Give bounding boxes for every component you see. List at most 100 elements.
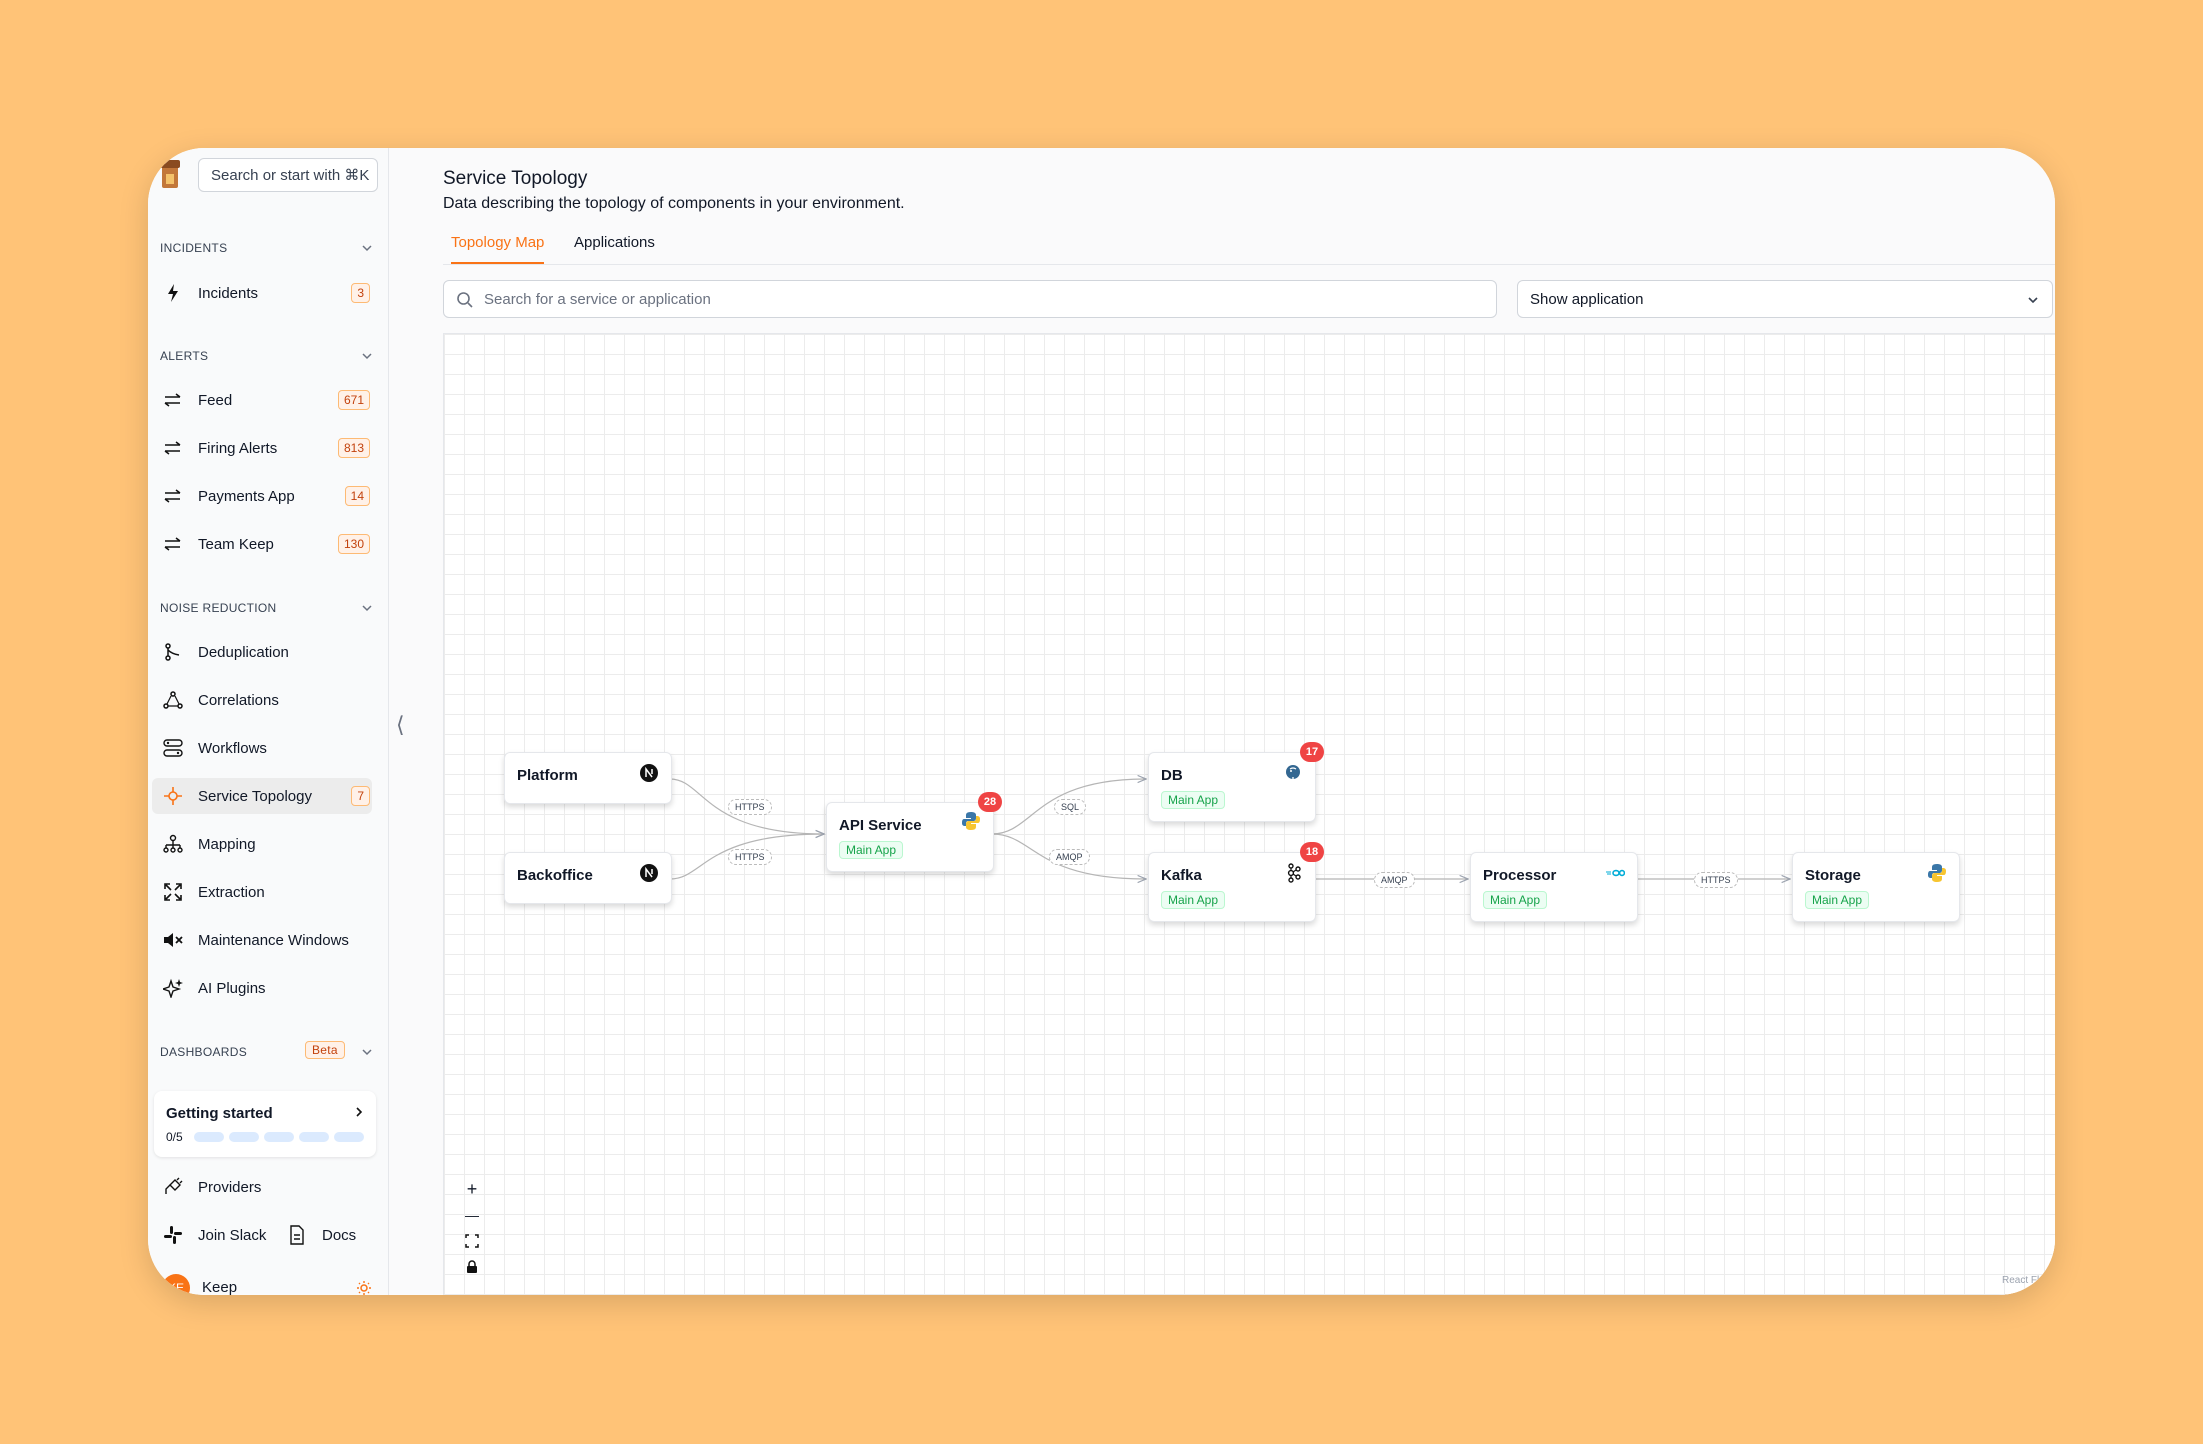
user-avatar[interactable]: KE bbox=[162, 1274, 190, 1295]
alert-count-badge[interactable]: 17 bbox=[1300, 742, 1324, 762]
arrows-exchange-icon bbox=[162, 485, 184, 507]
sidebar-item-label: Service Topology bbox=[198, 787, 312, 805]
edge-api-kafka bbox=[991, 833, 1146, 879]
node-api-service[interactable]: API Service Main App bbox=[826, 802, 994, 872]
sidebar-item-providers[interactable]: Providers bbox=[152, 1169, 372, 1205]
sidebar-item-label: Payments App bbox=[198, 487, 295, 505]
chevron-down-icon bbox=[2028, 297, 2038, 304]
alert-count-badge[interactable]: 18 bbox=[1300, 842, 1324, 862]
node-name: Kafka bbox=[1161, 867, 1202, 884]
tab-topology-map[interactable]: Topology Map bbox=[451, 232, 545, 264]
lock-button[interactable] bbox=[458, 1254, 486, 1280]
application-select[interactable]: Show application bbox=[1517, 280, 2053, 318]
fit-view-icon bbox=[465, 1234, 479, 1248]
sidebar-item-incidents[interactable]: Incidents 3 bbox=[152, 275, 372, 311]
sidebar-item-label: Correlations bbox=[198, 691, 279, 709]
node-kafka[interactable]: Kafka Main App bbox=[1148, 852, 1316, 922]
arrows-exchange-icon bbox=[162, 437, 184, 459]
page-title: Service Topology bbox=[443, 168, 588, 189]
count-badge: 130 bbox=[337, 534, 370, 554]
edge-label[interactable]: HTTPS bbox=[728, 849, 772, 865]
alert-count-badge[interactable]: 28 bbox=[978, 792, 1002, 812]
node-backoffice[interactable]: Backoffice bbox=[504, 852, 672, 904]
arrows-exchange-icon bbox=[162, 533, 184, 555]
progress-segment bbox=[194, 1132, 224, 1142]
sidebar-item-workflows[interactable]: Workflows bbox=[152, 730, 372, 766]
sidebar-item-label: Mapping bbox=[198, 835, 256, 853]
topology-canvas[interactable]: HTTPS HTTPS SQL AMQP AMQP HTTPS Platform… bbox=[443, 333, 2055, 1295]
expand-icon bbox=[162, 881, 184, 903]
sidebar-item-label: Feed bbox=[198, 391, 233, 409]
sun-icon[interactable] bbox=[356, 1280, 372, 1295]
section-dashboards[interactable]: DASHBOARDS Beta bbox=[160, 1041, 380, 1062]
count-badge: 14 bbox=[344, 486, 370, 506]
chevron-down-icon bbox=[362, 353, 372, 360]
docs-link[interactable]: Docs bbox=[282, 1217, 382, 1253]
plug-icon bbox=[162, 1176, 184, 1198]
sidebar-item-label: Firing Alerts bbox=[198, 439, 278, 457]
sidebar-item-label: AI Plugins bbox=[198, 979, 266, 997]
edge-label[interactable]: SQL bbox=[1054, 799, 1087, 815]
join-slack-link[interactable]: Join Slack bbox=[152, 1217, 282, 1253]
edge-label[interactable]: HTTPS bbox=[1694, 872, 1738, 888]
chevron-down-icon bbox=[362, 1049, 372, 1056]
page-subtitle: Data describing the topology of componen… bbox=[443, 195, 905, 212]
sidebar-item-payments-app[interactable]: Payments App 14 bbox=[152, 478, 372, 514]
node-platform[interactable]: Platform bbox=[504, 752, 672, 804]
edge-label[interactable]: AMQP bbox=[1374, 872, 1415, 888]
sidebar-item-label: Workflows bbox=[198, 739, 267, 757]
workflow-icon bbox=[162, 737, 184, 759]
node-storage[interactable]: Storage Main App bbox=[1792, 852, 1960, 922]
service-search-input[interactable]: Search for a service or application bbox=[443, 280, 1497, 318]
sidebar-item-deduplication[interactable]: Deduplication bbox=[152, 634, 372, 670]
edge-platform-api bbox=[669, 778, 824, 834]
edge-api-db bbox=[991, 779, 1146, 835]
sidebar-item-service-topology[interactable]: Service Topology 7 bbox=[152, 778, 372, 814]
node-processor[interactable]: Processor Main App bbox=[1470, 852, 1638, 922]
sidebar-item-correlations[interactable]: Correlations bbox=[152, 682, 372, 718]
keep-logo[interactable] bbox=[158, 158, 182, 192]
count-badge: 813 bbox=[337, 438, 370, 458]
section-noise-reduction[interactable]: NOISE REDUCTION bbox=[160, 598, 380, 618]
getting-started-card[interactable]: Getting started 0/5 bbox=[154, 1091, 376, 1157]
sidebar-item-firing-alerts[interactable]: Firing Alerts 813 bbox=[152, 430, 372, 466]
global-search-input[interactable]: Search or start with ⌘K bbox=[198, 158, 378, 192]
count-badge: 671 bbox=[337, 390, 370, 410]
fit-view-button[interactable] bbox=[458, 1228, 486, 1254]
section-alerts[interactable]: ALERTS bbox=[160, 346, 380, 366]
section-label: DASHBOARDS bbox=[160, 1045, 248, 1059]
search-placeholder: Search for a service or application bbox=[484, 291, 711, 308]
collapse-sidebar-icon[interactable]: ⟨ bbox=[396, 712, 405, 737]
node-db[interactable]: DB Main App bbox=[1148, 752, 1316, 822]
node-name: DB bbox=[1161, 767, 1183, 784]
count-badge: 3 bbox=[351, 283, 370, 303]
sidebar-item-ai-plugins[interactable]: AI Plugins bbox=[152, 970, 372, 1006]
getting-started-progress-text: 0/5 bbox=[166, 1130, 183, 1144]
react-flow-attribution[interactable]: React Flow bbox=[2001, 1275, 2052, 1286]
sidebar-item-mapping[interactable]: Mapping bbox=[152, 826, 372, 862]
sidebar-item-maintenance-windows[interactable]: Maintenance Windows bbox=[152, 922, 372, 958]
section-label: INCIDENTS bbox=[160, 241, 228, 255]
python-icon bbox=[1928, 864, 1946, 882]
sidebar: Search or start with ⌘K INCIDENTS Incide… bbox=[148, 148, 389, 1295]
nextjs-icon bbox=[640, 864, 658, 882]
section-incidents[interactable]: INCIDENTS bbox=[160, 238, 380, 258]
node-name: API Service bbox=[839, 817, 922, 834]
progress-segment bbox=[264, 1132, 294, 1142]
tab-bar: Topology Map Applications bbox=[443, 232, 2055, 265]
sidebar-item-team-keep[interactable]: Team Keep 130 bbox=[152, 526, 372, 562]
edge-backoffice-api bbox=[669, 834, 824, 880]
chevron-right-icon bbox=[356, 1107, 363, 1117]
zoom-out-button[interactable]: — bbox=[465, 1207, 479, 1223]
edge-label[interactable]: HTTPS bbox=[728, 799, 772, 815]
sidebar-item-feed[interactable]: Feed 671 bbox=[152, 382, 372, 418]
document-icon bbox=[286, 1224, 308, 1246]
lock-icon bbox=[467, 1260, 477, 1273]
sidebar-item-label: Team Keep bbox=[198, 535, 274, 553]
zoom-in-button[interactable]: + bbox=[466, 1178, 478, 1199]
tab-applications[interactable]: Applications bbox=[574, 234, 655, 251]
sidebar-item-extraction[interactable]: Extraction bbox=[152, 874, 372, 910]
edge-label[interactable]: AMQP bbox=[1049, 849, 1090, 865]
topology-icon bbox=[162, 785, 184, 807]
merge-icon bbox=[162, 641, 184, 663]
